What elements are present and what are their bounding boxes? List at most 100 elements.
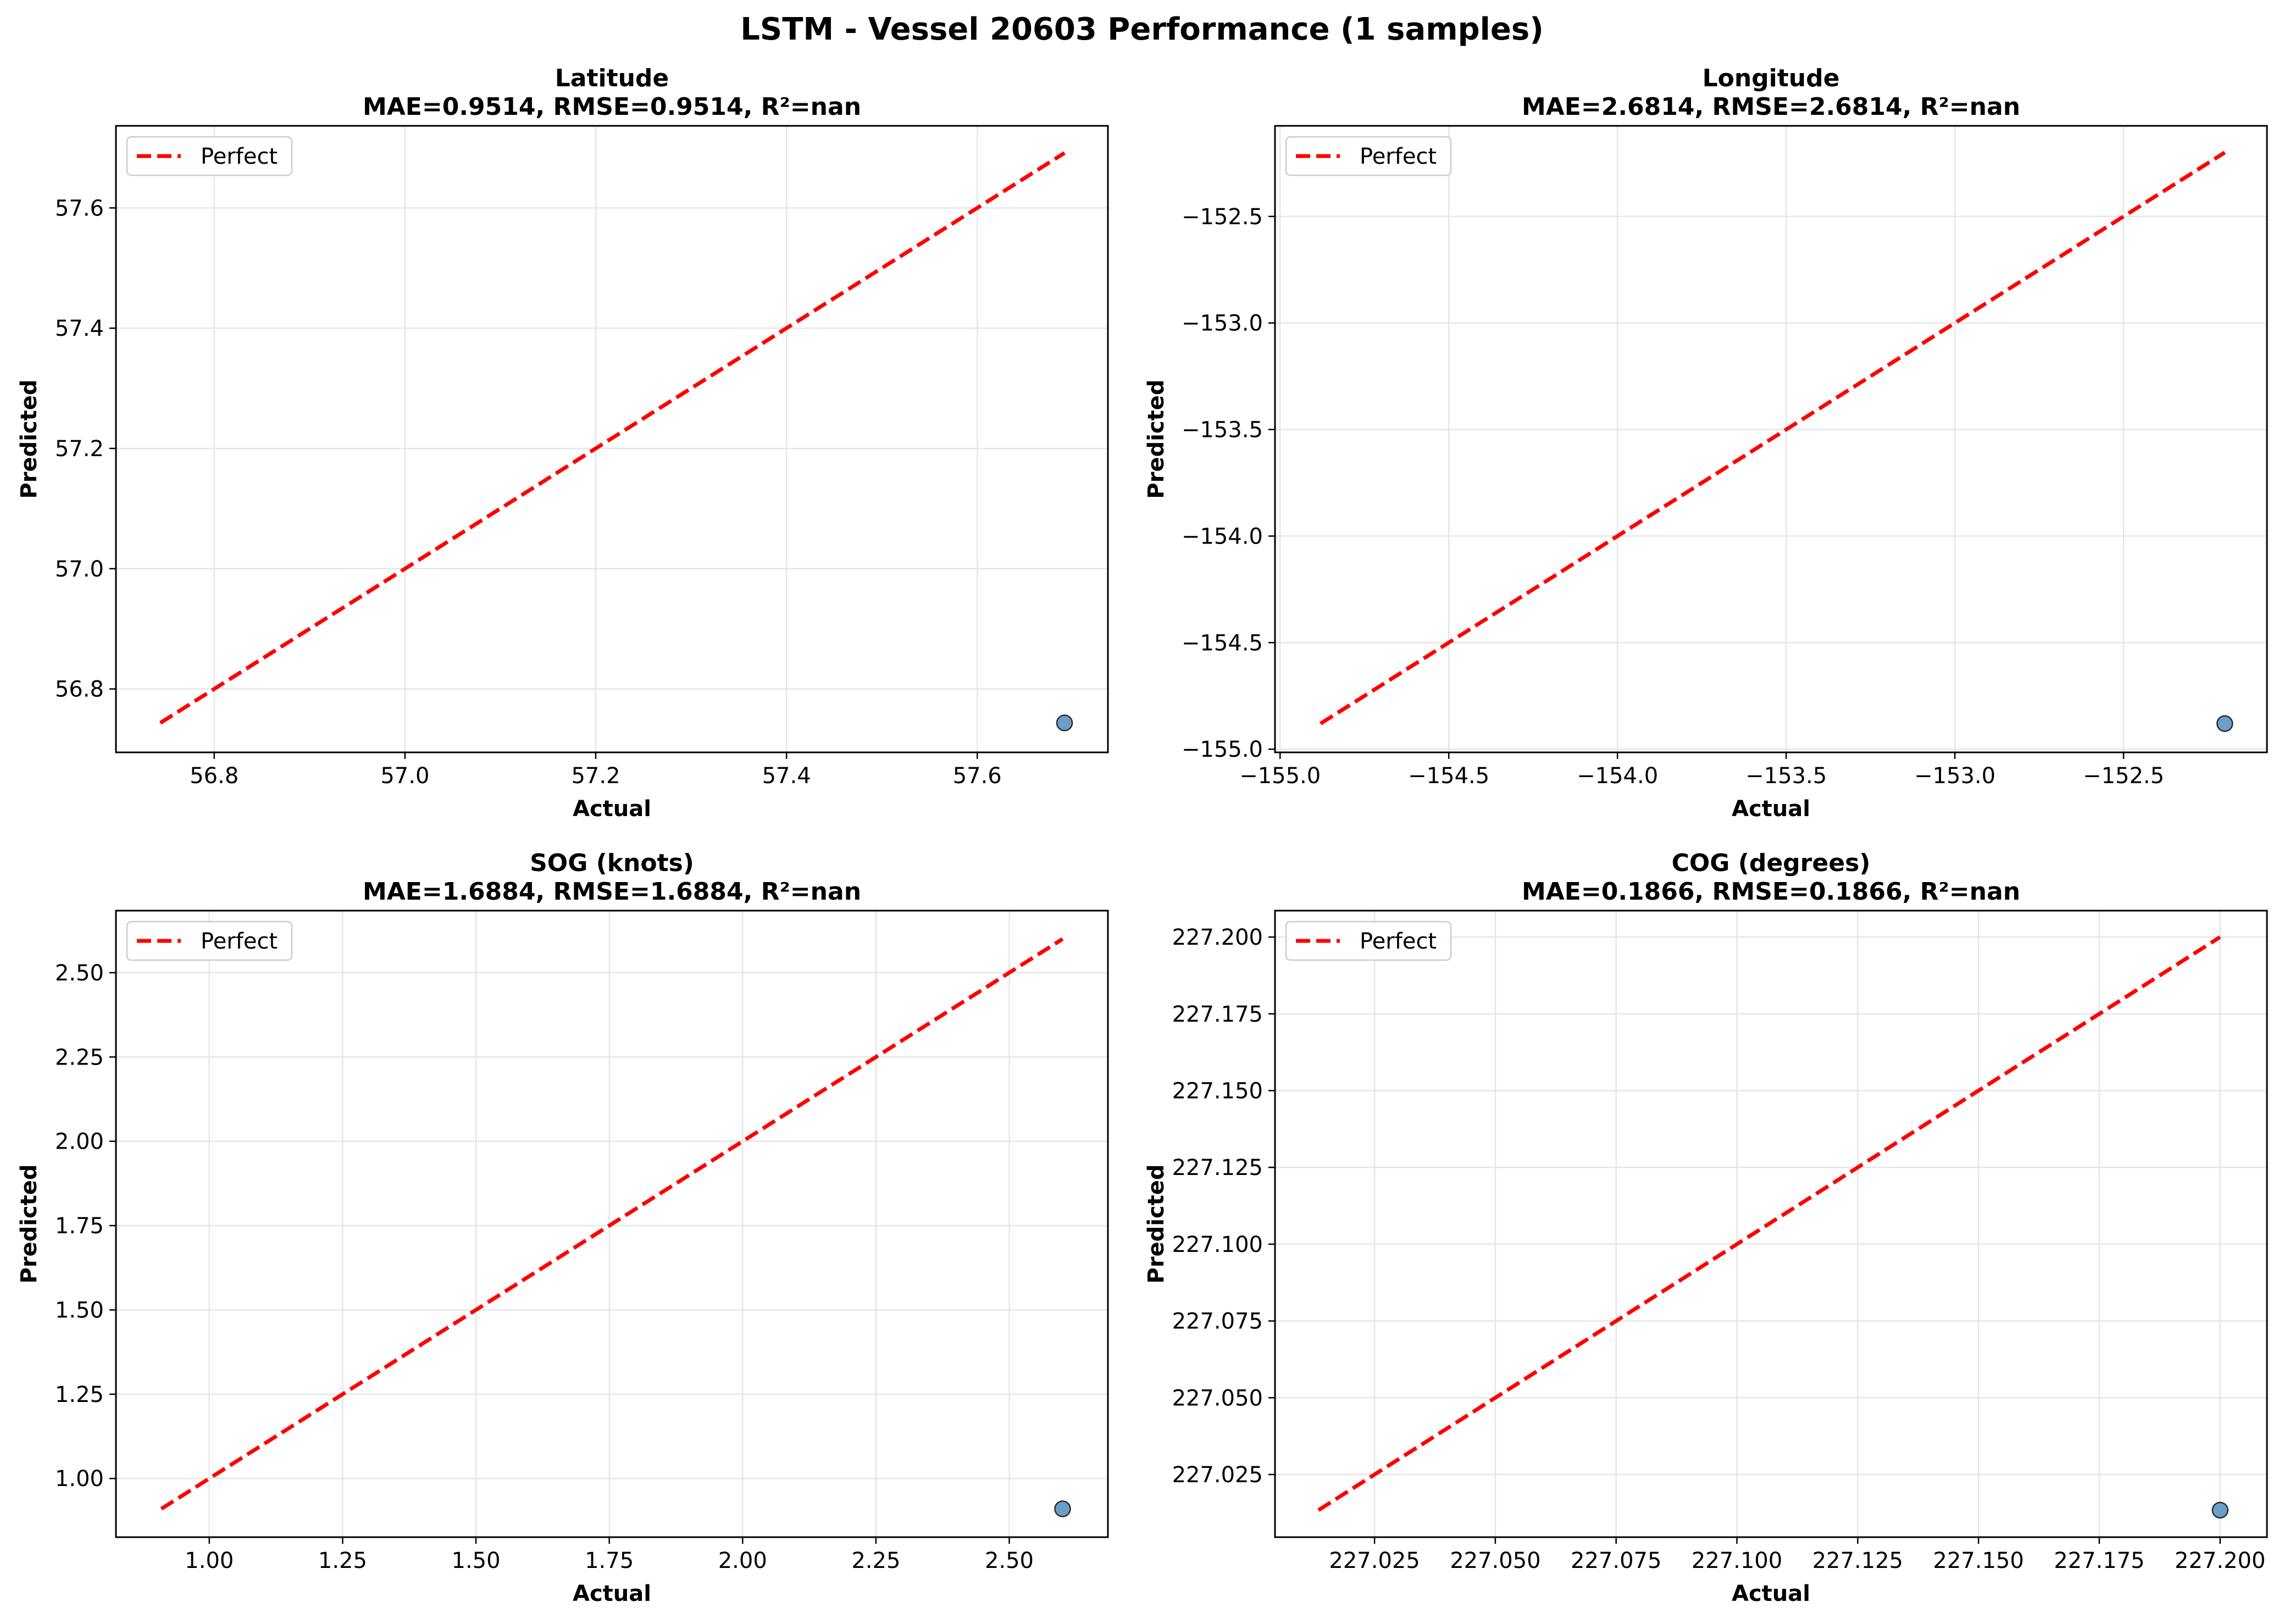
x-tick-label: −153.0 [1914,763,1995,789]
x-tick-label: −154.0 [1577,763,1658,789]
y-tick-label: 227.125 [1172,1155,1263,1180]
y-tick-label: −153.0 [1182,311,1263,336]
subplot-4: COG (degrees)MAE=0.1866, RMSE=0.1866, R²… [1144,849,2268,1606]
data-point [2211,1501,2228,1519]
x-tick-label: 227.025 [1329,1548,1420,1573]
perfect-line [160,937,1064,1511]
x-tick-label: 2.25 [851,1548,900,1573]
subplot-3: SOG (knots)MAE=1.6884, RMSE=1.6884, R²=n… [16,849,1109,1606]
x-tick-label: −154.5 [1408,763,1489,789]
legend-label: Perfect [1360,144,1437,169]
grid [1275,911,2267,1537]
legend-label: Perfect [1360,929,1437,954]
grid [116,126,1108,752]
x-tick-label: 56.8 [190,763,239,789]
y-axis-label: Predicted [16,379,42,498]
y-tick-label: 57.4 [55,316,104,341]
y-tick-label: −153.5 [1182,418,1263,443]
perfect-line [1320,151,2226,725]
data-point [2216,715,2233,732]
x-tick-label: 1.50 [452,1548,501,1573]
axes-frame [1274,910,2268,1538]
y-tick-label: 227.150 [1172,1078,1263,1104]
x-tick-label: 1.75 [585,1548,634,1573]
y-tick-label: 57.2 [55,436,104,462]
subplot-metrics: MAE=1.6884, RMSE=1.6884, R²=nan [363,878,861,906]
grid [1275,126,2267,752]
y-tick-label: 227.075 [1172,1309,1263,1334]
x-tick-label: −155.0 [1239,763,1321,789]
x-axis-label: Actual [573,796,651,822]
legend: Perfect [126,136,293,176]
y-tick-label: 227.200 [1172,925,1263,950]
y-tick-label: −154.5 [1182,630,1263,656]
axes-frame [115,910,1109,1538]
subplot-metrics: MAE=2.6814, RMSE=2.6814, R²=nan [1522,93,2020,121]
y-tick-label: 2.25 [55,1045,104,1070]
subplot-title: COG (degrees) [1672,849,1871,877]
y-axis-label: Predicted [1144,379,1169,498]
legend-label: Perfect [201,144,278,169]
legend-box [126,921,293,961]
subplot-title: Latitude [555,64,669,92]
x-tick-label: 227.125 [1812,1548,1903,1573]
y-axis-label: Predicted [16,1164,42,1283]
x-tick-label: 227.200 [2175,1548,2265,1573]
x-tick-label: 1.00 [185,1548,234,1573]
y-tick-label: 1.00 [55,1466,104,1492]
y-tick-label: −152.5 [1182,204,1263,230]
subplot-metrics: MAE=0.1866, RMSE=0.1866, R²=nan [1522,878,2020,906]
y-tick-label: 227.175 [1172,1002,1263,1027]
y-tick-label: −154.0 [1182,524,1263,549]
y-tick-label: 227.025 [1172,1462,1263,1488]
y-tick-label: 1.75 [55,1213,104,1239]
x-tick-label: −152.5 [2083,763,2164,789]
axes-frame [115,125,1109,753]
x-tick-label: 2.50 [985,1548,1034,1573]
perfect-line [1317,935,2221,1512]
axes-frame [1274,125,2268,753]
legend-box [1285,921,1452,961]
perfect-line [159,151,1066,725]
x-tick-label: 57.0 [380,763,429,789]
legend-label: Perfect [201,929,278,954]
y-tick-label: −155.0 [1182,737,1263,762]
data-point [1054,1500,1071,1517]
figure-title: LSTM - Vessel 20603 Performance (1 sampl… [740,12,1544,47]
x-axis-label: Actual [1732,1581,1810,1606]
x-tick-label: 227.100 [1692,1548,1782,1573]
x-tick-label: 1.25 [318,1548,367,1573]
data-point [1056,714,1073,731]
subplot-metrics: MAE=0.9514, RMSE=0.9514, R²=nan [363,93,861,121]
x-tick-label: 227.050 [1450,1548,1540,1573]
subplot-title: Longitude [1703,64,1840,92]
legend: Perfect [126,921,293,961]
y-tick-label: 56.8 [55,677,104,702]
y-tick-label: 57.0 [55,557,104,582]
legend-box [126,136,293,176]
x-tick-label: 227.150 [1933,1548,2024,1573]
x-axis-label: Actual [1732,796,1810,822]
x-tick-label: 57.6 [953,763,1002,789]
y-tick-label: 227.100 [1172,1232,1263,1257]
x-tick-label: 57.2 [571,763,620,789]
y-tick-label: 57.6 [55,196,104,221]
y-tick-label: 1.25 [55,1382,104,1407]
x-tick-label: 227.075 [1571,1548,1661,1573]
x-tick-label: 2.00 [718,1548,767,1573]
x-tick-label: 227.175 [2054,1548,2144,1573]
legend: Perfect [1285,921,1452,961]
x-tick-label: 57.4 [762,763,811,789]
x-tick-label: −153.5 [1745,763,1827,789]
x-axis-label: Actual [573,1581,651,1606]
subplot-title: SOG (knots) [530,849,694,877]
legend-box [1285,136,1452,176]
y-tick-label: 2.00 [55,1129,104,1155]
legend: Perfect [1285,136,1452,176]
y-tick-label: 1.50 [55,1298,104,1323]
y-tick-label: 227.050 [1172,1385,1263,1411]
y-axis-label: Predicted [1144,1164,1169,1283]
